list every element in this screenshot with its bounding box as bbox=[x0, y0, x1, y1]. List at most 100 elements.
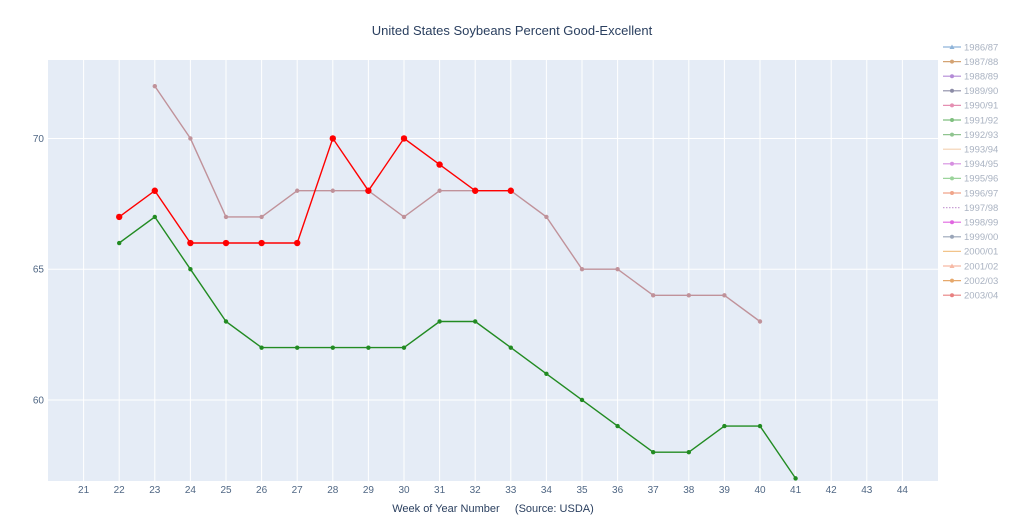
legend-item[interactable]: 1995/96 bbox=[943, 174, 998, 185]
legend-swatch-marker bbox=[949, 44, 955, 49]
data-point bbox=[365, 187, 372, 194]
data-point bbox=[259, 214, 264, 220]
data-point bbox=[401, 345, 407, 350]
legend-label: 1995/96 bbox=[964, 174, 998, 185]
data-point bbox=[651, 293, 656, 298]
legend-item[interactable]: 2002/03 bbox=[943, 276, 998, 287]
data-point bbox=[117, 240, 122, 246]
legend-label: 2002/03 bbox=[964, 276, 998, 287]
legend-swatch-marker bbox=[950, 59, 954, 64]
data-point bbox=[722, 423, 727, 429]
series-2 bbox=[116, 135, 514, 247]
data-point bbox=[152, 83, 157, 89]
data-point bbox=[508, 345, 513, 350]
legend-label: 1999/00 bbox=[964, 232, 998, 243]
x-tick-label: 34 bbox=[541, 485, 553, 496]
legend-label: 1991/92 bbox=[964, 115, 998, 126]
x-tick-label: 26 bbox=[256, 485, 268, 496]
series-layer bbox=[116, 83, 798, 481]
legend-swatch-marker bbox=[950, 132, 954, 137]
data-point bbox=[579, 397, 585, 403]
legend-label: 1986/87 bbox=[964, 42, 998, 53]
data-point bbox=[400, 135, 408, 142]
legend-label: 1992/93 bbox=[964, 130, 998, 141]
legend-label: 2000/01 bbox=[964, 247, 998, 258]
legend-item[interactable]: 1998/99 bbox=[943, 218, 998, 229]
data-point bbox=[116, 213, 123, 221]
x-tick-label: 35 bbox=[576, 485, 588, 496]
x-tick-label: 22 bbox=[114, 485, 126, 496]
data-point bbox=[436, 161, 443, 168]
x-tick-label: 32 bbox=[470, 485, 482, 496]
legend-swatch-marker bbox=[949, 263, 955, 268]
y-tick-label: 60 bbox=[33, 395, 45, 406]
y-axis-ticks: 60 65 70 bbox=[33, 134, 45, 406]
legend-label: 1988/89 bbox=[964, 72, 998, 83]
legend-label: 2001/02 bbox=[964, 261, 998, 272]
series-line bbox=[118, 136, 511, 244]
data-point bbox=[223, 319, 229, 324]
legend[interactable]: 1986/87 1987/88 1988/89 1989/90 1990/91 1991/… bbox=[943, 42, 998, 302]
data-point bbox=[793, 476, 798, 481]
legend-item[interactable]: 1996/97 bbox=[943, 188, 998, 199]
legend-item[interactable]: 1999/00 bbox=[943, 232, 998, 243]
legend-item[interactable]: 1992/93 bbox=[943, 130, 998, 141]
legend-item[interactable]: 1986/87 bbox=[943, 42, 998, 53]
x-tick-label: 23 bbox=[149, 485, 161, 496]
data-point bbox=[223, 214, 229, 220]
legend-swatch-marker bbox=[950, 161, 954, 166]
data-point bbox=[152, 214, 157, 220]
x-tick-label: 42 bbox=[826, 485, 838, 496]
x-tick-label: 27 bbox=[292, 485, 304, 496]
data-point bbox=[615, 266, 620, 272]
x-tick-label: 33 bbox=[505, 485, 517, 496]
data-point bbox=[437, 188, 442, 193]
x-tick-label: 31 bbox=[434, 485, 446, 496]
data-point bbox=[188, 266, 193, 272]
data-point bbox=[259, 345, 264, 350]
legend-swatch-marker bbox=[950, 74, 954, 79]
data-point bbox=[544, 214, 549, 220]
legend-item[interactable]: 2001/02 bbox=[943, 261, 998, 272]
data-point bbox=[401, 214, 407, 220]
data-point bbox=[472, 187, 479, 194]
legend-item[interactable]: 2000/01 bbox=[943, 247, 998, 258]
legend-item[interactable]: 1990/91 bbox=[943, 101, 998, 112]
legend-item[interactable]: 1989/90 bbox=[943, 86, 998, 97]
chart-title: United States Soybeans Percent Good-Exce… bbox=[372, 23, 653, 38]
data-point bbox=[686, 293, 691, 298]
legend-swatch-marker bbox=[950, 278, 954, 283]
legend-item[interactable]: 1988/89 bbox=[943, 72, 998, 83]
x-tick-label: 43 bbox=[861, 485, 873, 496]
x-tick-label: 28 bbox=[327, 485, 339, 496]
legend-swatch-marker bbox=[950, 118, 954, 122]
series-line bbox=[118, 215, 797, 479]
x-axis-title: Week of Year Number (Source: USDA) bbox=[392, 503, 594, 515]
data-point bbox=[187, 239, 194, 247]
x-tick-label: 36 bbox=[612, 485, 624, 496]
legend-label: 1993/94 bbox=[964, 145, 998, 156]
legend-label: 2003/04 bbox=[964, 291, 998, 302]
plot-background bbox=[48, 60, 938, 481]
legend-swatch-marker bbox=[950, 103, 954, 108]
legend-item[interactable]: 2003/04 bbox=[943, 291, 998, 302]
x-tick-label: 25 bbox=[220, 485, 232, 496]
data-point bbox=[329, 135, 336, 142]
legend-label: 1987/88 bbox=[964, 57, 998, 68]
x-tick-label: 29 bbox=[363, 485, 375, 496]
legend-item[interactable]: 1993/94 bbox=[943, 145, 998, 156]
x-axis-ticks: 21 22 23 24 25 26 27 28 29 30 31 32 33 34 35 36 37 38 39 40… bbox=[78, 485, 908, 496]
x-tick-label: 21 bbox=[78, 485, 90, 496]
legend-item[interactable]: 1997/98 bbox=[943, 203, 998, 214]
data-point bbox=[258, 239, 265, 247]
data-point bbox=[437, 319, 442, 324]
legend-item[interactable]: 1991/92 bbox=[943, 115, 998, 126]
data-point bbox=[151, 187, 158, 194]
x-tick-label: 30 bbox=[398, 485, 410, 496]
legend-label: 1989/90 bbox=[964, 86, 998, 97]
legend-item[interactable]: 1994/95 bbox=[943, 159, 998, 170]
legend-item[interactable]: 1987/88 bbox=[943, 57, 998, 68]
data-point bbox=[544, 371, 549, 376]
